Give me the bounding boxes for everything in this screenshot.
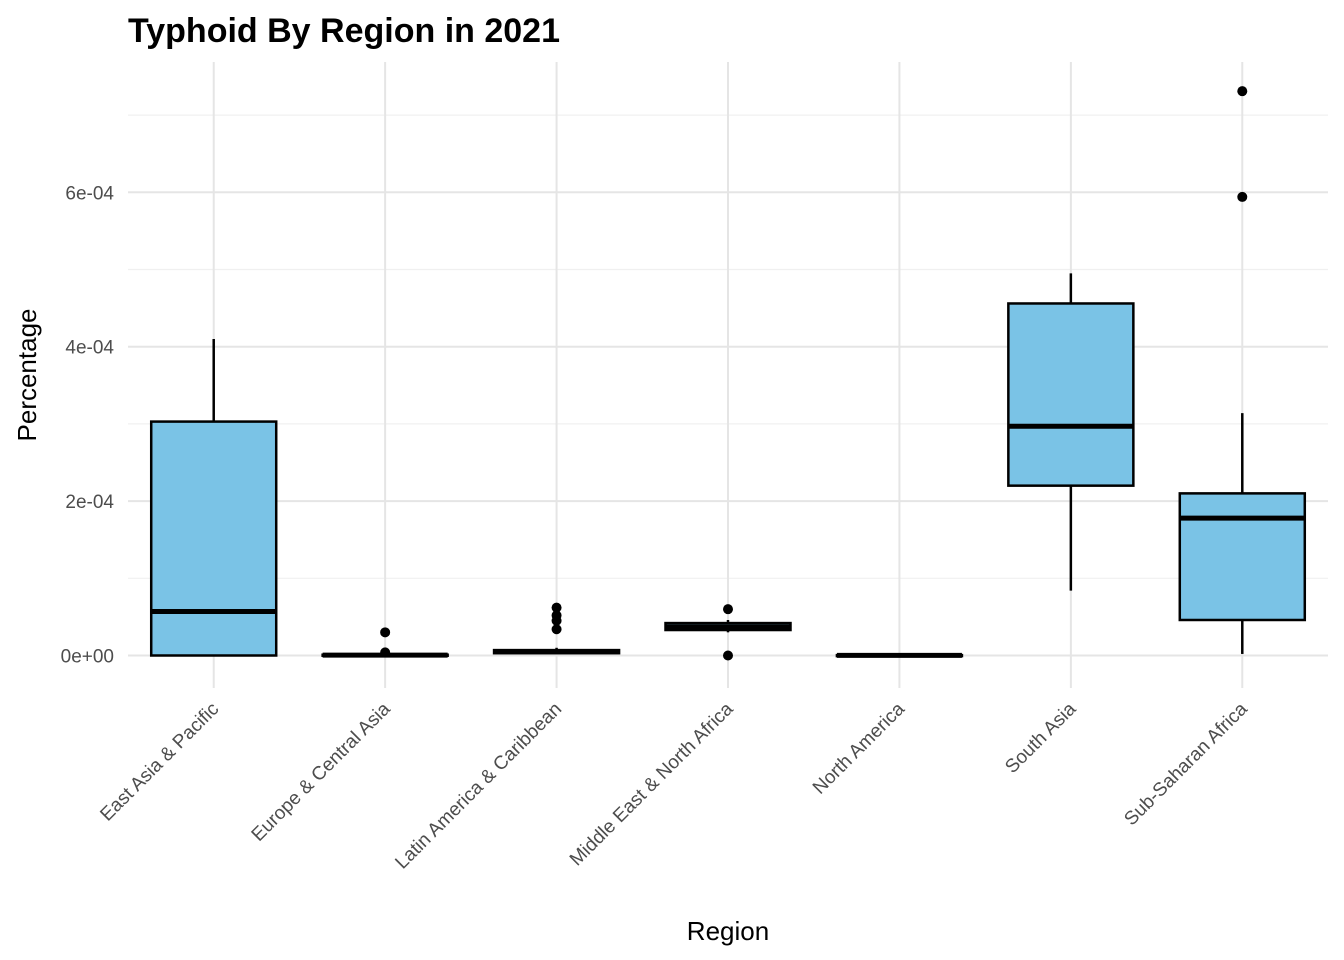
box-group [492,602,621,655]
x-tick-labels: East Asia & Pacific Europe & Central Asia… [96,698,1252,873]
box-group [149,338,278,657]
y-tick-label: 0e+00 [61,647,114,668]
box-group [1178,86,1307,654]
outlier-point [551,602,562,613]
chart-title: Typhoid By Region in 2021 [128,12,560,50]
box-group [664,604,792,661]
grid-layer [128,62,1328,688]
y-tick-label: 2e-04 [65,492,114,513]
outlier-point [551,615,562,626]
outlier-point [1237,86,1248,97]
x-tick-label: East Asia & Pacific [96,699,223,826]
box-group [1007,273,1135,591]
y-tick-labels: 0e+00 2e-04 4e-04 6e-04 [61,183,115,667]
outlier-point [723,604,733,615]
x-tick-label: Sub-Saharan Africa [1120,698,1252,830]
x-tick-label: Middle East & North Africa [566,698,738,870]
x-tick-label: Latin America & Caribbean [391,699,566,874]
box-group [321,627,449,658]
x-axis-title: Region [687,916,769,946]
outlier-point [723,650,733,661]
outlier-point [1237,191,1248,202]
box-iqr [1007,302,1135,487]
outlier-point [551,624,562,635]
box-iqr [149,420,278,657]
outlier-point [380,627,391,638]
x-tick-label: Europe & Central Asia [248,698,395,845]
y-tick-label: 6e-04 [65,183,114,204]
box-group [835,652,964,658]
boxes-layer [149,86,1307,661]
y-axis-title: Percentage [12,309,42,442]
y-tick-label: 4e-04 [65,338,114,359]
x-tick-label: North America [809,698,909,798]
outlier-point [380,647,391,658]
x-tick-label: South Asia [1001,698,1080,777]
box-iqr [1178,492,1307,622]
